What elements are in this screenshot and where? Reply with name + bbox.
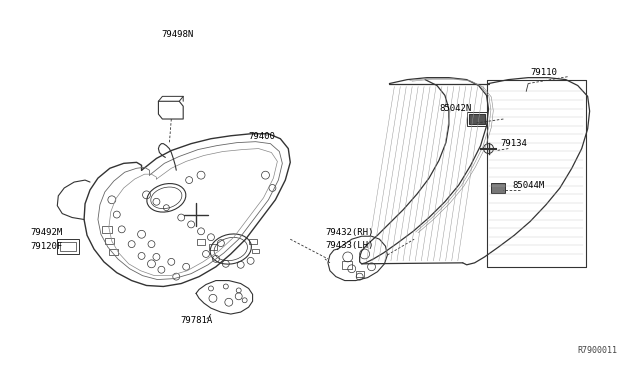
Bar [468,114,484,124]
Text: 79134: 79134 [500,139,527,148]
Bar [342,261,352,269]
Bar [106,238,115,244]
Bar [492,183,506,193]
Text: 79433(LH): 79433(LH) [325,241,373,250]
Text: 85042N: 85042N [439,104,471,113]
Bar [102,226,112,233]
Bar [209,244,217,250]
Bar [356,271,364,277]
Text: 79400: 79400 [248,132,275,141]
Bar [467,112,486,126]
Text: R7900011: R7900011 [577,346,618,355]
Text: 79432(RH): 79432(RH) [325,228,373,237]
Bar [109,249,118,255]
Text: 79492M: 79492M [31,228,63,237]
Text: 79120F: 79120F [31,242,63,251]
Bar [60,242,76,251]
Text: 79498N: 79498N [161,30,194,39]
Text: 85044M: 85044M [512,181,545,190]
Bar [248,239,257,244]
Bar [197,239,205,245]
Text: 79781A: 79781A [180,316,212,325]
Bar [252,248,259,253]
Text: 79110: 79110 [530,68,557,77]
Bar [58,239,79,254]
